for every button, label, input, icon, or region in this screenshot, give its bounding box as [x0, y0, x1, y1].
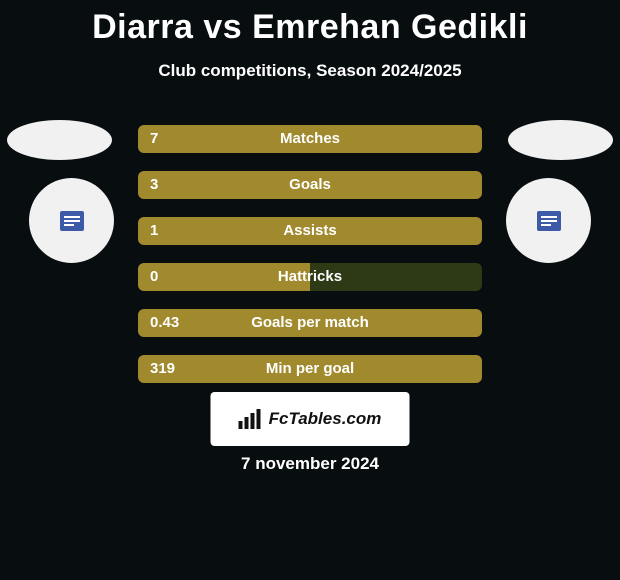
stat-row: 7Matches	[138, 125, 482, 153]
player-right-avatar	[508, 120, 613, 160]
date-line: 7 november 2024	[0, 454, 620, 474]
stat-row: 1Assists	[138, 217, 482, 245]
page-subtitle: Club competitions, Season 2024/2025	[0, 61, 620, 81]
page-title: Diarra vs Emrehan Gedikli	[0, 0, 620, 47]
stat-label: Min per goal	[138, 355, 482, 383]
club-right-badge	[506, 178, 591, 263]
player-left-avatar	[7, 120, 112, 160]
stat-row: 0.43Goals per match	[138, 309, 482, 337]
stat-row: 319Min per goal	[138, 355, 482, 383]
stat-row: 3Goals	[138, 171, 482, 199]
club-left-badge	[29, 178, 114, 263]
site-badge-icon	[239, 409, 263, 429]
club-right-icon	[536, 211, 562, 231]
stat-row: 0Hattricks	[138, 263, 482, 291]
stat-label: Hattricks	[138, 263, 482, 291]
stat-label: Goals per match	[138, 309, 482, 337]
site-badge-text: FcTables.com	[269, 409, 382, 429]
club-left-icon	[59, 211, 85, 231]
stat-label: Assists	[138, 217, 482, 245]
site-badge: FcTables.com	[211, 392, 410, 446]
stat-label: Matches	[138, 125, 482, 153]
stat-rows: 7Matches 3Goals 1Assists 0Hattricks 0.43Goal…	[138, 125, 482, 401]
stat-label: Goals	[138, 171, 482, 199]
